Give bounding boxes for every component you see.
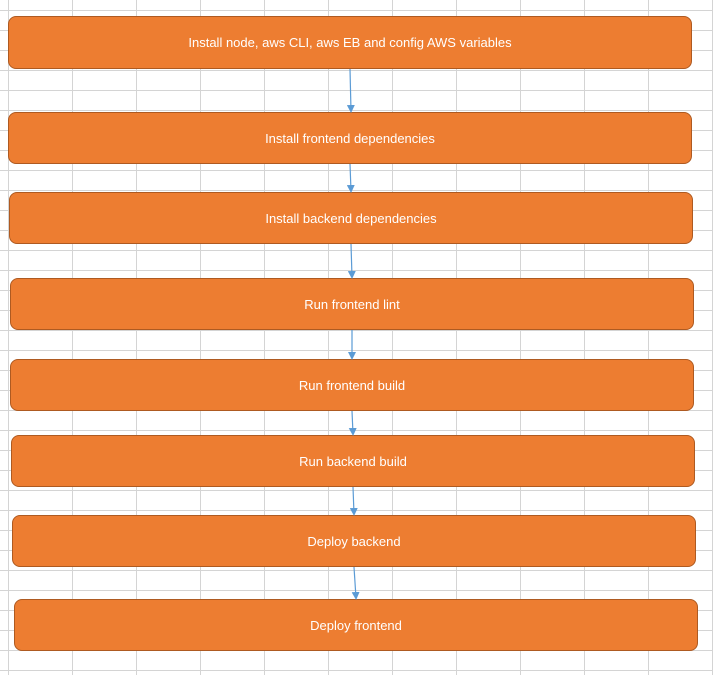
arrow-5-to-6 [348,410,357,436]
arrow-6-to-7 [349,486,358,516]
step-label: Run backend build [299,453,407,469]
step-install-backend-deps: Install backend dependencies [9,192,693,244]
step-label: Deploy frontend [310,617,402,633]
step-label: Run frontend build [298,377,406,393]
step-frontend-build: Run frontend build [10,359,694,411]
step-backend-build: Run backend build [11,435,695,487]
step-label: Install node, aws CLI, aws EB and config… [188,35,512,50]
step-label: Deploy backend [307,533,401,549]
step-frontend-lint: Run frontend lint [10,278,694,330]
step-deploy-backend: Deploy backend [12,515,696,567]
arrow-2-to-3 [346,163,355,193]
arrow-1-to-2 [346,68,355,113]
step-install-frontend-deps: Install frontend dependencies [8,112,692,164]
step-deploy-frontend: Deploy frontend [14,599,698,651]
step-label: Install backend dependencies [265,210,437,226]
step-label: Install frontend dependencies [265,130,435,146]
step-install-tools: Install node, aws CLI, aws EB and config… [8,16,692,69]
arrow-3-to-4 [347,243,356,279]
arrow-7-to-8 [351,566,360,600]
step-label: Run frontend lint [304,296,400,312]
